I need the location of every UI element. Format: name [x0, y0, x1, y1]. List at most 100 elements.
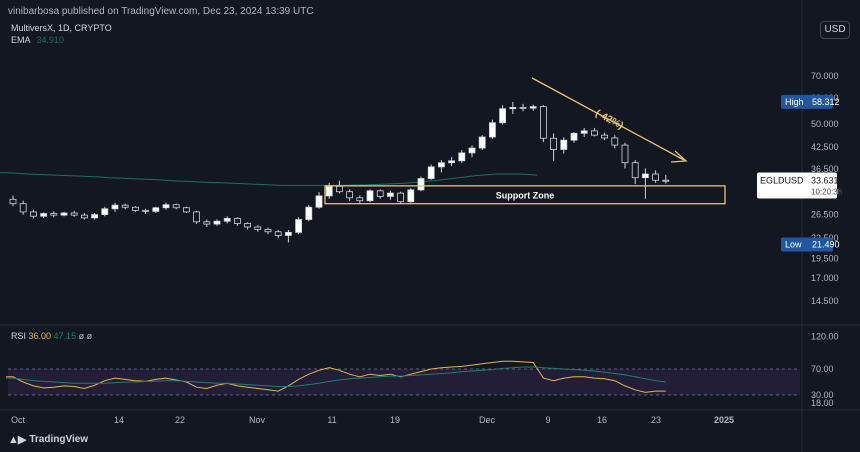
price-tick-label: 19.500 — [811, 253, 839, 263]
candle — [529, 104, 537, 111]
candle — [244, 222, 252, 230]
last-price-value: 33.631 — [811, 176, 839, 186]
candle — [662, 174, 670, 184]
candle — [50, 211, 58, 218]
candle-body — [325, 185, 333, 197]
high-marker-label: High — [785, 97, 804, 107]
candle — [386, 190, 394, 200]
publish-info: vinibarbosa published on TradingView.com… — [8, 6, 314, 17]
candle-body — [284, 231, 292, 236]
time-tick-label: Dec — [479, 415, 496, 425]
candle — [70, 210, 78, 217]
candle — [101, 206, 109, 217]
candle-body — [642, 173, 649, 179]
price-tick-label: 36.500 — [811, 164, 839, 174]
candle-body — [182, 207, 190, 213]
time-tick-label: 16 — [597, 415, 607, 425]
high-marker-bg — [781, 94, 833, 109]
rsi-legend: RSI 36.00 47.15 ø ø — [11, 331, 93, 341]
candle — [172, 203, 180, 210]
candle — [29, 209, 37, 219]
candle-body — [550, 137, 557, 150]
candle — [305, 205, 313, 222]
candle — [356, 195, 364, 204]
candle-body — [19, 203, 27, 213]
candle-body — [40, 213, 47, 217]
last-symbol: EGLDUSD — [760, 176, 804, 186]
candle-body — [437, 162, 445, 168]
candle-body — [346, 191, 354, 199]
candle-body — [499, 108, 507, 124]
support-zone-label: Support Zone — [496, 190, 555, 200]
symbol-legend[interactable]: MultiversX, 1D, CRYPTO — [11, 23, 112, 33]
candle-body — [274, 231, 282, 236]
time-tick-label: 23 — [651, 415, 661, 425]
candle — [437, 160, 445, 173]
candle-body — [60, 212, 68, 216]
candle — [519, 103, 527, 112]
candle — [152, 206, 160, 213]
candle — [203, 219, 211, 227]
candle — [458, 150, 466, 163]
candle — [315, 192, 323, 209]
candle — [366, 189, 374, 203]
rsi-legend-name: RSI — [11, 331, 29, 341]
candle-body — [233, 218, 241, 224]
candle-body — [397, 192, 405, 203]
candle — [131, 206, 139, 212]
candle — [560, 137, 568, 154]
price-tick-label: 14.500 — [811, 296, 839, 306]
ema-legend[interactable]: EMA 34.910 — [11, 35, 64, 45]
candle — [540, 105, 547, 143]
candle-body — [662, 179, 670, 182]
currency-button[interactable]: USD — [820, 21, 850, 39]
rsi-tick-label: 30.00 — [811, 390, 834, 400]
rsi-line — [6, 360, 666, 393]
candle — [376, 189, 384, 199]
candle-body — [172, 204, 180, 209]
price-tick-label: 26.500 — [811, 210, 839, 220]
candle-body — [152, 207, 160, 212]
candle — [570, 132, 578, 143]
price-tick-label: 50.000 — [811, 119, 839, 129]
candle-body — [203, 221, 211, 225]
candle-body — [193, 211, 201, 223]
candle-body — [488, 122, 496, 138]
brand-text: TradingView — [29, 434, 89, 445]
candle-body — [529, 106, 537, 109]
ema-label: EMA — [11, 35, 31, 45]
candle — [233, 217, 241, 226]
ema-value: 34.910 — [36, 35, 65, 45]
rsi-tick-label: 18.00 — [811, 398, 834, 408]
candle — [621, 142, 629, 169]
candle — [264, 227, 272, 235]
candle-body — [560, 139, 568, 150]
candle-body — [570, 132, 578, 141]
rsi-tick-label: 70.00 — [811, 364, 834, 374]
candle — [652, 170, 659, 183]
candle-body — [478, 136, 486, 149]
candle — [284, 229, 292, 243]
low-marker-bg — [781, 237, 833, 252]
last-price-bg — [757, 172, 837, 199]
candle — [40, 212, 47, 218]
trend-percent-label: (-42%) — [593, 108, 625, 132]
candle-body — [101, 208, 109, 215]
candle — [601, 132, 608, 141]
candle-body — [50, 213, 58, 216]
candle — [448, 157, 456, 167]
candle-body — [213, 220, 221, 225]
rsi-legend-ma: 47.15 — [54, 331, 79, 341]
candle — [213, 219, 221, 226]
candle-body — [9, 198, 17, 205]
candle-body — [652, 173, 659, 181]
candle-body — [376, 190, 384, 197]
time-tick-label: 11 — [327, 415, 336, 425]
candle — [550, 133, 557, 161]
rsi-legend-marks: ø ø — [79, 331, 93, 341]
time-tick-label: 14 — [114, 415, 124, 425]
candle — [60, 211, 68, 217]
candle — [91, 212, 98, 220]
ema-line — [0, 172, 538, 186]
